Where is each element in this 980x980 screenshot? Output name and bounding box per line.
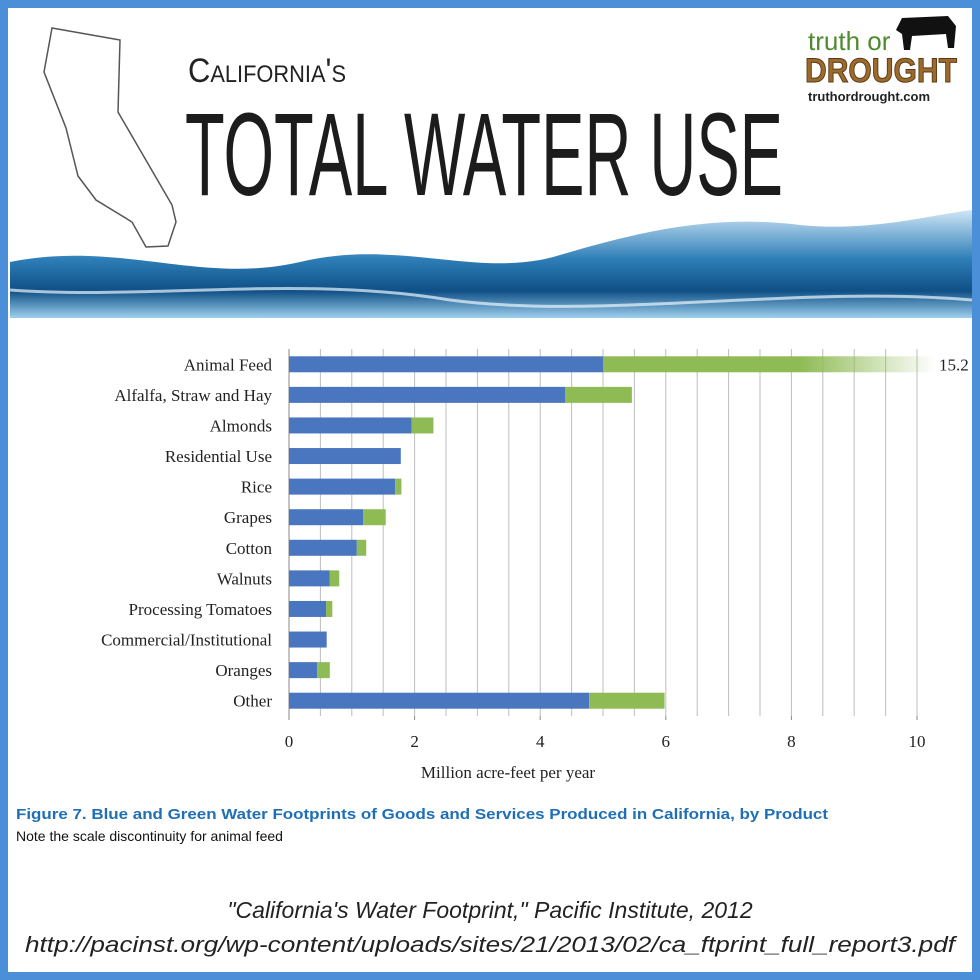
bar-segment — [589, 692, 665, 709]
bar-segment — [289, 509, 364, 526]
x-tick-label: 6 — [662, 732, 671, 751]
water-foam — [9, 286, 973, 308]
bar-segment — [411, 417, 434, 434]
bar-segment — [603, 356, 935, 373]
y-tick-label: Alfalfa, Straw and Hay — [114, 386, 272, 405]
y-tick-label: Commercial/Institutional — [101, 631, 272, 650]
x-tick-label: 2 — [410, 732, 419, 751]
y-tick-label: Processing Tomatoes — [129, 600, 272, 619]
bar-segment — [289, 570, 330, 587]
caption-note: Note the scale discontinuity for animal … — [16, 828, 283, 844]
x-tick-label: 10 — [909, 732, 926, 751]
y-tick-label: Oranges — [215, 661, 272, 680]
bar-segment — [363, 509, 386, 526]
bar-segment — [289, 386, 566, 403]
y-tick-label: Animal Feed — [184, 355, 273, 374]
y-tick-label: Rice — [241, 478, 272, 497]
y-tick-label: Cotton — [226, 539, 273, 558]
y-tick-label: Walnuts — [217, 569, 272, 588]
citation-url: http://pacinst.org/wp-content/uploads/si… — [25, 932, 958, 957]
chart: 0 2 4 6 8 10 Million acre-feet per year Animal … — [101, 349, 969, 782]
bar-segment — [395, 478, 402, 495]
bar-segment — [289, 631, 327, 648]
y-tick-label: Almonds — [210, 416, 272, 435]
cow-icon — [896, 16, 956, 50]
water-image — [10, 210, 972, 318]
bar-segment — [289, 662, 318, 679]
logo-url: truthordrought.com — [808, 89, 930, 104]
citation-line: "California's Water Footprint," Pacific … — [227, 897, 752, 923]
caption-title: Figure 7. Blue and Green Water Footprint… — [16, 806, 828, 823]
bar-segment — [289, 478, 396, 495]
bar-segment — [326, 600, 333, 617]
bar-segment — [329, 570, 340, 587]
bar-segment — [289, 600, 327, 617]
bar-segment — [289, 539, 357, 556]
logo-main: DROUGHT — [805, 52, 957, 90]
y-tick-label: Residential Use — [165, 447, 272, 466]
bar-segment — [356, 539, 367, 556]
y-tick-label: Grapes — [224, 508, 272, 527]
logo-top: truth or — [808, 26, 891, 56]
bar-segment — [289, 417, 412, 434]
bar-annotation: 15.2 — [939, 355, 969, 374]
y-tick-label: Other — [233, 692, 272, 711]
x-tick-label: 0 — [285, 732, 294, 751]
bar-segment — [289, 356, 603, 373]
bar-segment — [317, 662, 330, 679]
x-tick-label: 4 — [536, 732, 545, 751]
bar-segment — [565, 386, 632, 403]
pre-title: California's — [188, 52, 346, 90]
title: TOTAL WATER USE — [185, 89, 783, 221]
x-tick-label: 8 — [787, 732, 796, 751]
california-outline — [43, 27, 177, 248]
bar-segment — [289, 692, 590, 709]
bar-segment — [289, 448, 401, 465]
x-axis-label: Million acre-feet per year — [421, 763, 595, 782]
bars — [289, 356, 935, 709]
